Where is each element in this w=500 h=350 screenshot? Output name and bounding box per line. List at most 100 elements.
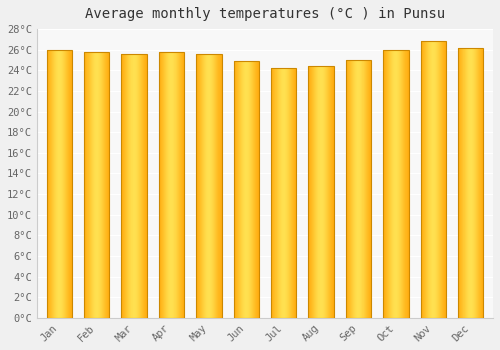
Bar: [197, 54, 198, 318]
Bar: [199, 54, 200, 318]
Bar: [308, 66, 334, 318]
Bar: [424, 41, 425, 318]
Bar: [311, 66, 312, 318]
Bar: [325, 66, 326, 318]
Bar: [131, 54, 132, 318]
Bar: [134, 54, 135, 318]
Bar: [422, 41, 423, 318]
Bar: [312, 66, 313, 318]
Bar: [246, 61, 247, 318]
Bar: [319, 66, 320, 318]
Bar: [315, 66, 316, 318]
Bar: [430, 41, 431, 318]
Bar: [179, 52, 180, 318]
Bar: [277, 68, 278, 318]
Bar: [359, 60, 360, 318]
Bar: [182, 52, 183, 318]
Bar: [407, 50, 408, 318]
Bar: [206, 54, 207, 318]
Bar: [293, 68, 294, 318]
Bar: [162, 52, 163, 318]
Bar: [330, 66, 331, 318]
Bar: [478, 48, 479, 318]
Bar: [91, 52, 92, 318]
Bar: [248, 61, 249, 318]
Bar: [324, 66, 325, 318]
Bar: [386, 50, 387, 318]
Bar: [467, 48, 468, 318]
Bar: [387, 50, 388, 318]
Bar: [251, 61, 252, 318]
Bar: [361, 60, 362, 318]
Bar: [327, 66, 328, 318]
Bar: [289, 68, 290, 318]
Bar: [122, 54, 147, 318]
Bar: [483, 48, 484, 318]
Bar: [236, 61, 237, 318]
Bar: [198, 54, 199, 318]
Bar: [399, 50, 400, 318]
Bar: [310, 66, 311, 318]
Bar: [397, 50, 398, 318]
Bar: [161, 52, 162, 318]
Bar: [318, 66, 319, 318]
Bar: [172, 52, 173, 318]
Bar: [158, 52, 184, 318]
Bar: [86, 52, 87, 318]
Bar: [350, 60, 351, 318]
Bar: [183, 52, 184, 318]
Bar: [421, 41, 422, 318]
Bar: [360, 60, 361, 318]
Bar: [88, 52, 89, 318]
Title: Average monthly temperatures (°C ) in Punsu: Average monthly temperatures (°C ) in Pu…: [85, 7, 445, 21]
Bar: [247, 61, 248, 318]
Bar: [470, 48, 471, 318]
Bar: [171, 52, 172, 318]
Bar: [309, 66, 310, 318]
Bar: [355, 60, 356, 318]
Bar: [90, 52, 91, 318]
Bar: [92, 52, 93, 318]
Bar: [214, 54, 215, 318]
Bar: [144, 54, 145, 318]
Bar: [353, 60, 354, 318]
Bar: [352, 60, 353, 318]
Bar: [140, 54, 141, 318]
Bar: [142, 54, 143, 318]
Bar: [84, 52, 110, 318]
Bar: [477, 48, 478, 318]
Bar: [294, 68, 295, 318]
Bar: [62, 50, 63, 318]
Bar: [481, 48, 482, 318]
Bar: [243, 61, 244, 318]
Bar: [362, 60, 363, 318]
Bar: [332, 66, 333, 318]
Bar: [127, 54, 128, 318]
Bar: [395, 50, 396, 318]
Bar: [349, 60, 350, 318]
Bar: [280, 68, 281, 318]
Bar: [102, 52, 104, 318]
Bar: [400, 50, 401, 318]
Bar: [482, 48, 483, 318]
Bar: [317, 66, 318, 318]
Bar: [71, 50, 72, 318]
Bar: [252, 61, 253, 318]
Bar: [328, 66, 329, 318]
Bar: [464, 48, 465, 318]
Bar: [210, 54, 211, 318]
Bar: [52, 50, 53, 318]
Bar: [130, 54, 131, 318]
Bar: [253, 61, 254, 318]
Bar: [160, 52, 161, 318]
Bar: [403, 50, 404, 318]
Bar: [213, 54, 214, 318]
Bar: [238, 61, 239, 318]
Bar: [440, 41, 441, 318]
Bar: [239, 61, 240, 318]
Bar: [56, 50, 57, 318]
Bar: [432, 41, 433, 318]
Bar: [136, 54, 137, 318]
Bar: [326, 66, 327, 318]
Bar: [219, 54, 220, 318]
